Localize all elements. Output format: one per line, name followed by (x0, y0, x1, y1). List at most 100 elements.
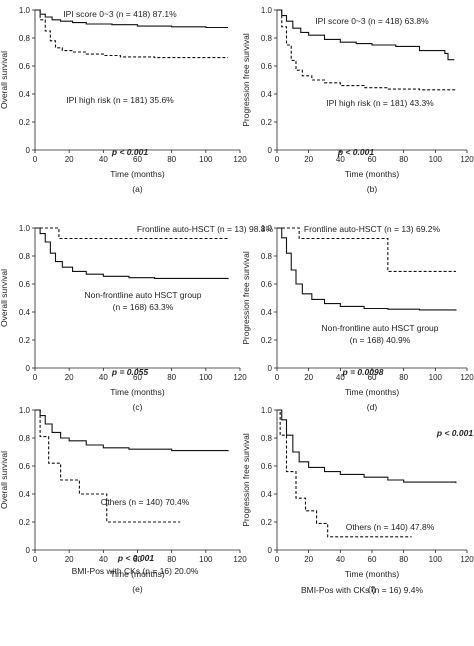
series-annotation: (n = 168) 63.3% (113, 302, 174, 312)
x-tick-label: 40 (99, 155, 108, 164)
y-tick-label: 1.0 (19, 224, 31, 233)
x-tick-label: 100 (429, 373, 443, 382)
x-tick-label: 100 (199, 155, 213, 164)
series-annotation: (n = 168) 40.9% (350, 335, 411, 345)
series-annotation: IPI score 0~3 (n = 418) 63.8% (315, 16, 429, 26)
y-tick-label: 0.4 (19, 490, 31, 499)
y-tick-label: 0.6 (19, 280, 31, 289)
series-annotation: Others (n = 140) 47.8% (346, 522, 435, 532)
x-tick-label: 0 (33, 555, 38, 564)
y-tick-label: 0.2 (261, 336, 273, 345)
x-tick-label: 60 (133, 373, 142, 382)
x-tick-label: 0 (275, 373, 280, 382)
x-tick-label: 20 (65, 155, 74, 164)
y-axis-label: Overall survival (0, 451, 9, 509)
y-tick-label: 0.8 (19, 252, 31, 261)
x-axis-label: Time (months) (345, 569, 400, 579)
y-tick-label: 0.8 (19, 434, 31, 443)
series-line-dashed (35, 409, 181, 523)
x-axis-label: Time (months) (110, 169, 165, 179)
chart-panel-c: 0 20 40 60 80 100 120 0 0.2 0.4 0.6 0.8 1.0 Time (mon… (0, 224, 274, 412)
chart-panel-a: 0 20 40 60 80 100 120 0 0.2 0.4 0.6 0.8 1.0 Time (mon… (0, 6, 247, 194)
x-tick-label: 40 (99, 555, 108, 564)
series-line-solid (277, 227, 457, 311)
x-tick-label: 0 (33, 373, 38, 382)
chart-panel-d: 0 20 40 60 80 100 120 0 0.2 0.4 0.6 0.8 1.0 Time (mon… (241, 224, 474, 412)
x-tick-label: 60 (368, 155, 377, 164)
x-tick-label: 20 (304, 155, 313, 164)
y-tick-label: 0.2 (19, 118, 31, 127)
y-tick-label: 0.4 (261, 90, 273, 99)
y-tick-label: 1.0 (19, 406, 31, 415)
series-annotation: BMI-Pos with CKs (n = 16) 9.4% (301, 585, 424, 595)
panel-label: (c) (133, 402, 143, 412)
series-line-solid (277, 409, 457, 484)
x-tick-label: 60 (133, 155, 142, 164)
y-tick-label: 1.0 (261, 6, 273, 15)
x-tick-label: 120 (460, 373, 474, 382)
x-tick-label: 40 (336, 373, 345, 382)
series-annotation: Frontline auto-HSCT (n = 13) 69.2% (304, 224, 441, 234)
x-axis-label: Time (months) (110, 569, 165, 579)
x-tick-label: 40 (99, 373, 108, 382)
series-line-dashed (35, 227, 229, 240)
x-axis-label: Time (months) (345, 387, 400, 397)
x-tick-label: 20 (304, 555, 313, 564)
series-annotation: IPI score 0~3 (n = 418) 87.1% (63, 9, 177, 19)
chart-panel-b: 0 20 40 60 80 100 120 0 0.2 0.4 0.6 0.8 1.0 Time (mon… (241, 6, 474, 194)
y-tick-label: 0.8 (19, 34, 31, 43)
series-line-solid (35, 9, 229, 29)
x-tick-label: 40 (336, 555, 345, 564)
series-line-dashed (277, 9, 456, 91)
chart-panel-e: 0 20 40 60 80 100 120 0 0.2 0.4 0.6 0.8 1.0 Time (mon… (0, 406, 247, 594)
x-tick-label: 20 (65, 555, 74, 564)
y-tick-label: 0.4 (261, 490, 273, 499)
y-tick-label: 0 (268, 546, 273, 555)
x-tick-label: 80 (167, 555, 176, 564)
x-tick-label: 60 (133, 555, 142, 564)
x-tick-label: 100 (199, 373, 213, 382)
panel-label: (e) (132, 584, 143, 594)
p-value-label: p = 0.0098 (342, 367, 384, 377)
y-tick-label: 0.2 (261, 518, 273, 527)
x-tick-label: 20 (304, 373, 313, 382)
series-annotation: Non-frontline auto HSCT group (321, 323, 438, 333)
y-tick-label: 0.8 (261, 34, 273, 43)
x-tick-label: 0 (275, 155, 280, 164)
x-tick-label: 80 (399, 555, 408, 564)
p-value-label: p < 0.001 (337, 147, 374, 157)
chart-panel-f: 0 20 40 60 80 100 120 0 0.2 0.4 0.6 0.8 1.0 Time (mon… (241, 406, 474, 595)
p-value-label: p = 0.055 (111, 367, 148, 377)
x-tick-label: 100 (429, 155, 443, 164)
y-tick-label: 0.6 (261, 280, 273, 289)
p-value-label: p < 0.001 (117, 553, 154, 563)
y-tick-label: 1.0 (261, 406, 273, 415)
x-tick-label: 80 (399, 155, 408, 164)
y-axis-label: Progression free survival (241, 433, 251, 527)
x-axis-label: Time (months) (110, 387, 165, 397)
y-tick-label: 0.8 (261, 252, 273, 261)
y-tick-label: 0 (26, 364, 31, 373)
x-tick-label: 120 (460, 155, 474, 164)
y-tick-label: 0 (268, 146, 273, 155)
series-annotation: Others (n = 140) 70.4% (101, 497, 190, 507)
y-tick-label: 1.0 (261, 224, 273, 233)
x-tick-label: 80 (399, 373, 408, 382)
series-line-solid (277, 9, 455, 61)
y-axis-label: Progression free survival (241, 251, 251, 345)
y-tick-label: 0 (26, 146, 31, 155)
y-tick-label: 0 (26, 546, 31, 555)
series-annotation: Non-frontline auto HSCT group (84, 290, 201, 300)
y-tick-label: 1.0 (19, 6, 31, 15)
x-tick-label: 60 (368, 373, 377, 382)
x-tick-label: 20 (65, 373, 74, 382)
y-tick-label: 0 (268, 364, 273, 373)
y-tick-label: 0.4 (19, 90, 31, 99)
x-tick-label: 120 (460, 555, 474, 564)
series-annotation: IPI high risk (n = 181) 35.6% (66, 95, 174, 105)
panel-label: (a) (132, 184, 143, 194)
panel-label: (b) (367, 184, 378, 194)
y-tick-label: 0.6 (261, 62, 273, 71)
series-line-dashed (277, 227, 456, 272)
